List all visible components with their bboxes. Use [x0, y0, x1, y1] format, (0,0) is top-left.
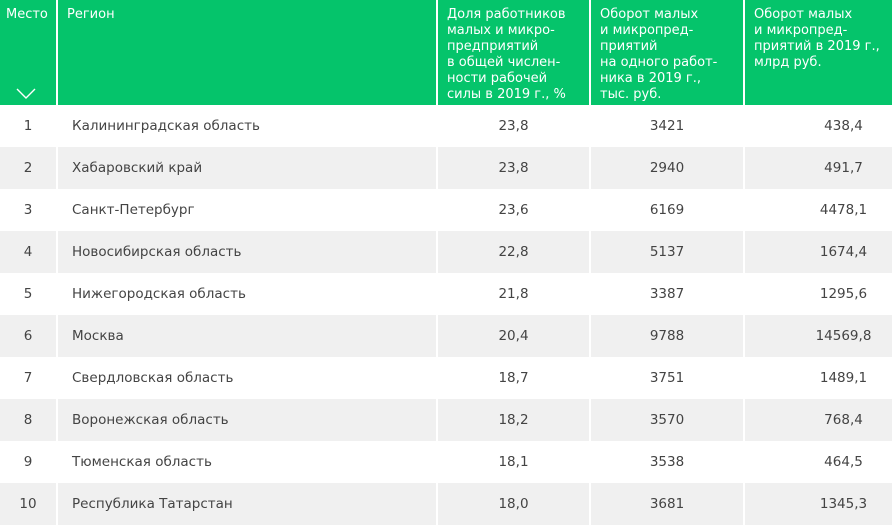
- cell-per-worker: 3681: [589, 483, 744, 525]
- cell-place: 2: [0, 147, 57, 189]
- table-row: 7 Свердловская область 18,7 3751 1489,1: [0, 357, 892, 399]
- cell-region: Новосибирская область: [56, 231, 437, 273]
- table-row: 2 Хабаровский край 23,8 2940 491,7: [0, 147, 892, 189]
- cell-place: 1: [0, 105, 57, 147]
- cell-total: 438,4: [743, 105, 892, 147]
- cell-share: 22,8: [436, 231, 590, 273]
- cell-place: 10: [0, 483, 57, 525]
- cell-share: 21,8: [436, 273, 590, 315]
- cell-region: Тюменская область: [56, 441, 437, 483]
- table-row: 1 Калининградская область 23,8 3421 438,4: [0, 105, 892, 147]
- cell-total: 14569,8: [743, 315, 892, 357]
- cell-region: Республика Татарстан: [56, 483, 437, 525]
- table-row: 4 Новосибирская область 22,8 5137 1674,4: [0, 231, 892, 273]
- cell-total: 1489,1: [743, 357, 892, 399]
- cell-share: 18,2: [436, 399, 590, 441]
- cell-per-worker: 3570: [589, 399, 744, 441]
- column-header-region-label: Регион: [67, 7, 115, 22]
- cell-region: Москва: [56, 315, 437, 357]
- cell-place: 6: [0, 315, 57, 357]
- column-header-share-label: Доля работников малых и микро- предприят…: [447, 7, 566, 102]
- table-row: 6 Москва 20,4 9788 14569,8: [0, 315, 892, 357]
- cell-per-worker: 5137: [589, 231, 744, 273]
- cell-place: 4: [0, 231, 57, 273]
- cell-place: 3: [0, 189, 57, 231]
- table-row: 8 Воронежская область 18,2 3570 768,4: [0, 399, 892, 441]
- cell-region: Санкт-Петербург: [56, 189, 437, 231]
- cell-share: 18,7: [436, 357, 590, 399]
- cell-per-worker: 3538: [589, 441, 744, 483]
- cell-per-worker: 6169: [589, 189, 744, 231]
- cell-total: 768,4: [743, 399, 892, 441]
- cell-place: 9: [0, 441, 57, 483]
- cell-per-worker: 9788: [589, 315, 744, 357]
- cell-per-worker: 2940: [589, 147, 744, 189]
- table-row: 3 Санкт-Петербург 23,6 6169 4478,1: [0, 189, 892, 231]
- cell-total: 4478,1: [743, 189, 892, 231]
- cell-total: 491,7: [743, 147, 892, 189]
- cell-share: 23,8: [436, 105, 590, 147]
- cell-place: 7: [0, 357, 57, 399]
- cell-region: Калининградская область: [56, 105, 437, 147]
- cell-share: 18,0: [436, 483, 590, 525]
- cell-region: Хабаровский край: [56, 147, 437, 189]
- cell-per-worker: 3387: [589, 273, 744, 315]
- cell-share: 20,4: [436, 315, 590, 357]
- cell-share: 18,1: [436, 441, 590, 483]
- column-header-per-worker-label: Оборот малых и микропред- приятий на одн…: [600, 7, 718, 102]
- table-header-row: Место Регион Доля работников малых и мик…: [0, 0, 892, 105]
- table-row: 10 Республика Татарстан 18,0 3681 1345,3: [0, 483, 892, 525]
- table-row: 5 Нижегородская область 21,8 3387 1295,6: [0, 273, 892, 315]
- column-header-per-worker[interactable]: Оборот малых и микропред- приятий на одн…: [589, 0, 744, 105]
- cell-total: 464,5: [743, 441, 892, 483]
- cell-total: 1674,4: [743, 231, 892, 273]
- chevron-down-icon[interactable]: [16, 88, 36, 100]
- cell-share: 23,8: [436, 147, 590, 189]
- column-header-total[interactable]: Оборот малых и микропред- приятий в 2019…: [743, 0, 892, 105]
- column-header-share[interactable]: Доля работников малых и микро- предприят…: [436, 0, 590, 105]
- cell-total: 1295,6: [743, 273, 892, 315]
- cell-per-worker: 3421: [589, 105, 744, 147]
- cell-region: Нижегородская область: [56, 273, 437, 315]
- column-header-place[interactable]: Место: [0, 0, 57, 105]
- cell-region: Свердловская область: [56, 357, 437, 399]
- cell-per-worker: 3751: [589, 357, 744, 399]
- cell-place: 8: [0, 399, 57, 441]
- column-header-region[interactable]: Регион: [56, 0, 437, 105]
- table-row: 9 Тюменская область 18,1 3538 464,5: [0, 441, 892, 483]
- table-body: 1 Калининградская область 23,8 3421 438,4 2 Ха…: [0, 105, 892, 525]
- cell-total: 1345,3: [743, 483, 892, 525]
- cell-share: 23,6: [436, 189, 590, 231]
- column-header-place-label: Место: [6, 7, 48, 22]
- cell-place: 5: [0, 273, 57, 315]
- cell-region: Воронежская область: [56, 399, 437, 441]
- column-header-total-label: Оборот малых и микропред- приятий в 2019…: [754, 7, 880, 70]
